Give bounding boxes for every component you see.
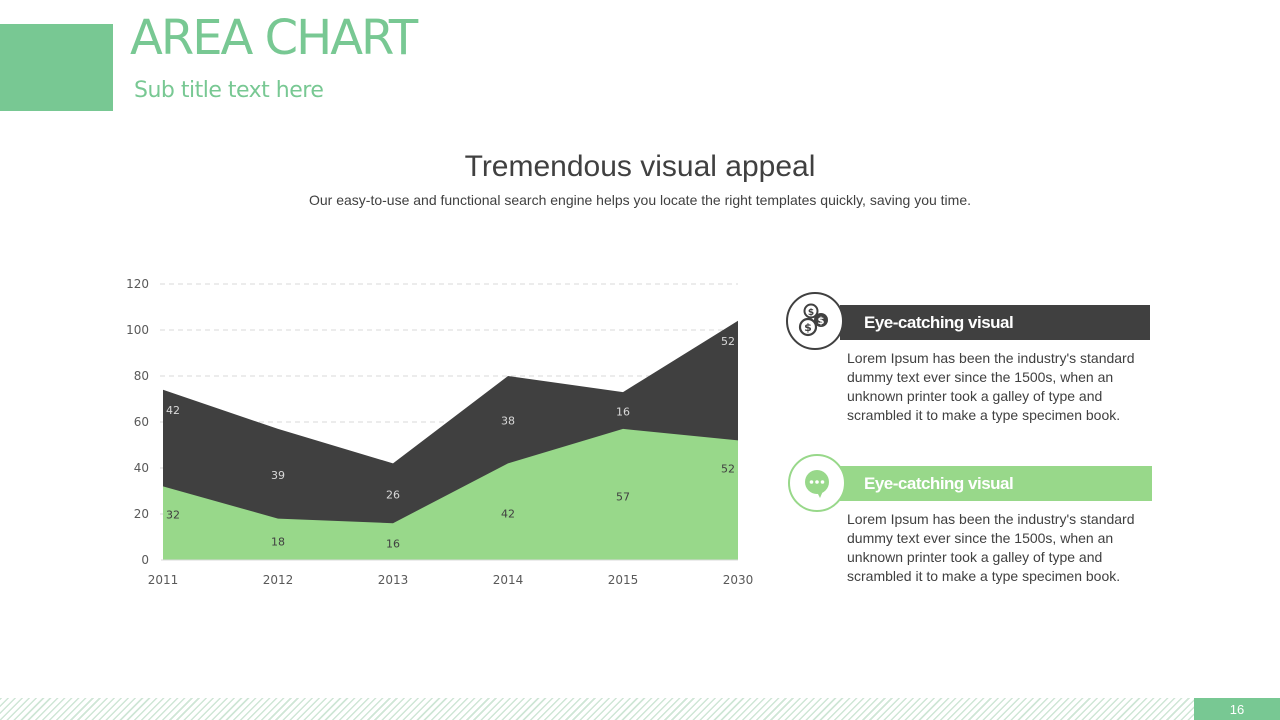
data-label-series-2: 26 [386,488,400,501]
area-series-1 [163,428,738,560]
y-tick-label: 40 [134,461,149,475]
data-label-series-2: 39 [271,469,285,482]
data-label-series-1: 42 [501,508,515,521]
x-tick-label: 2030 [723,573,754,587]
data-label-series-2: 16 [616,406,630,419]
data-label-series-2: 38 [501,415,515,428]
info-card-2-text: Lorem Ipsum has been the industry's stan… [847,511,1135,584]
section-description: Our easy-to-use and functional search en… [309,192,971,208]
x-tick-label: 2015 [608,573,639,587]
y-tick-label: 20 [134,507,149,521]
svg-text:$: $ [808,308,814,318]
page-subtitle: Sub title text here [134,78,324,103]
section-heading: Tremendous visual appeal [464,150,816,183]
y-tick-label: 120 [126,277,149,291]
data-label-series-1: 32 [166,508,180,521]
y-tick-label: 0 [141,553,149,567]
page-title: AREA CHART [130,10,418,66]
chat-bubble-icon [788,454,846,512]
svg-text:$: $ [804,321,812,334]
data-label-series-1: 52 [721,462,735,475]
data-label-series-2: 52 [721,335,735,348]
info-card-2-title: Eye-catching visual [840,466,1152,501]
page-number: 16 [1194,698,1280,720]
header-accent-block [0,24,113,111]
x-tick-label: 2011 [148,573,179,587]
svg-text:$: $ [818,316,825,327]
info-card-1-title: Eye-catching visual [840,305,1150,340]
data-label-series-1: 16 [386,538,400,551]
y-tick-label: 80 [134,369,149,383]
y-tick-label: 100 [126,323,149,337]
x-tick-label: 2012 [263,573,294,587]
footer-stripes [0,698,1194,720]
data-label-series-1: 18 [271,535,285,548]
x-tick-label: 2014 [493,573,524,587]
data-label-series-1: 57 [616,490,630,503]
info-card-1-text: Lorem Ipsum has been the industry's stan… [847,350,1135,423]
data-label-series-2: 42 [166,404,180,417]
coins-icon: $ $ $ [786,292,844,350]
y-tick-label: 60 [134,415,149,429]
x-tick-label: 2013 [378,573,409,587]
